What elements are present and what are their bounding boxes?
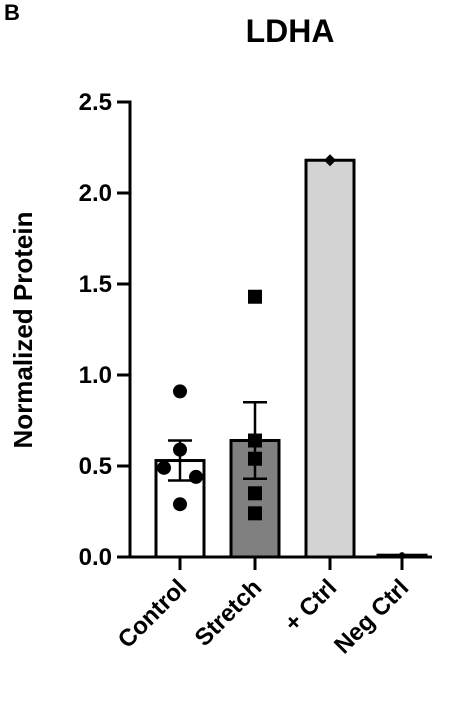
data-point <box>248 433 262 448</box>
data-point <box>248 486 262 501</box>
chart-title: LDHA <box>246 13 335 49</box>
y-axis-label: Normalized Protein <box>8 212 38 449</box>
y-tick-label: 2.0 <box>79 180 112 207</box>
x-tick-label: Neg Ctrl <box>329 574 414 659</box>
x-tick-label: Control <box>113 574 192 653</box>
bar <box>304 158 356 559</box>
x-tick-label: + Ctrl <box>279 574 342 637</box>
data-point <box>248 506 262 521</box>
y-tick-label: 1.0 <box>79 362 112 389</box>
data-point <box>173 384 187 399</box>
y-tick-label: 0.0 <box>79 544 112 571</box>
y-tick-label: 0.5 <box>79 453 112 480</box>
data-point <box>189 469 203 484</box>
data-point <box>324 154 336 167</box>
x-tick-label: Stretch <box>190 574 268 652</box>
data-point <box>157 460 171 475</box>
y-tick-label: 2.5 <box>79 89 112 116</box>
data-point <box>173 442 187 457</box>
y-tick-label: 1.5 <box>79 271 112 298</box>
data-point <box>248 289 262 304</box>
panel-label: B <box>4 0 20 25</box>
data-point <box>248 451 262 466</box>
data-point <box>173 497 187 512</box>
